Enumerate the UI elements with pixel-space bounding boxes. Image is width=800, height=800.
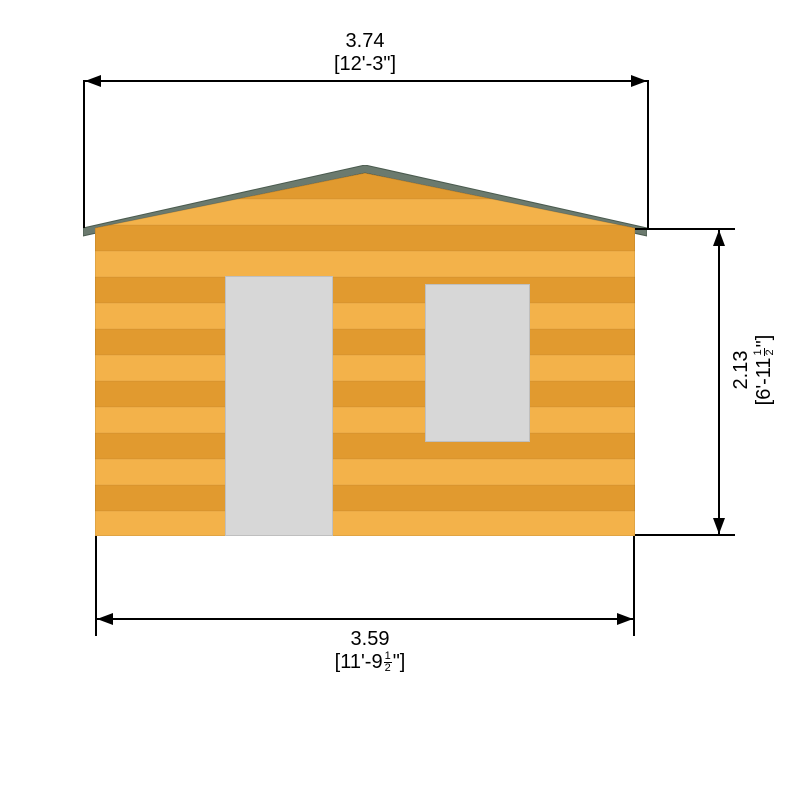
shed-elevation: [95, 173, 635, 536]
drawing-canvas: 3.74 [12'-3"] 3.59 [11'-912"] 2.13 [6'-1…: [0, 0, 800, 800]
fraction: 12: [753, 348, 776, 356]
arrow-left-icon: [85, 75, 101, 87]
arrow-right-icon: [617, 613, 633, 625]
dimension-label: 3.74 [12'-3"]: [300, 30, 430, 76]
dimension-label: 3.59 [11'-912"]: [300, 628, 440, 674]
extension-line: [635, 534, 735, 536]
extension-line: [633, 536, 635, 636]
arrow-up-icon: [713, 230, 725, 246]
imperial-value: [11'-912"]: [300, 651, 440, 674]
dimension-label: 2.13 [6'-1112"]: [730, 300, 776, 440]
dimension-line: [83, 80, 649, 82]
door-opening: [225, 276, 333, 536]
imperial-value: [6'-1112"]: [753, 300, 776, 440]
arrow-down-icon: [713, 518, 725, 534]
wall: [95, 173, 635, 536]
arrow-right-icon: [631, 75, 647, 87]
dimension-line: [718, 228, 720, 536]
imperial-value: [12'-3"]: [300, 53, 430, 76]
extension-line: [83, 80, 85, 228]
arrow-left-icon: [97, 613, 113, 625]
dimension-line: [95, 618, 635, 620]
metric-value: 3.74: [346, 30, 385, 52]
metric-value: 3.59: [351, 628, 390, 650]
extension-line: [647, 80, 649, 228]
metric-value: 2.13: [730, 351, 752, 390]
fraction: 12: [384, 651, 392, 674]
window-opening: [425, 284, 530, 442]
